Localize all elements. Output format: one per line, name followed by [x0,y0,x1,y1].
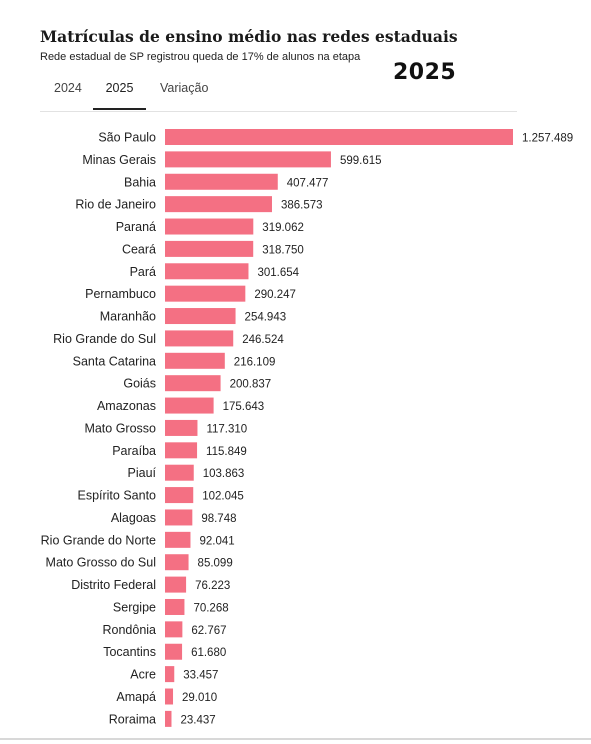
bar[interactable] [165,218,254,235]
tab-2025[interactable]: 2025 [93,78,146,110]
value-label: 29.010 [182,692,217,704]
value-label: 216.109 [234,356,276,368]
value-label: 85.099 [198,558,233,570]
value-label: 386.573 [281,200,323,212]
value-label: 102.045 [202,491,244,503]
bar[interactable] [165,688,174,705]
bar[interactable] [165,621,183,638]
category-label: São Paulo [98,131,156,145]
bar[interactable] [165,397,214,414]
chart-title: Matrículas de ensino médio nas redes est… [40,27,458,46]
bar[interactable] [165,598,185,615]
bar[interactable] [165,196,272,213]
category-label: Mato Grosso [84,421,156,435]
category-label: Distrito Federal [71,578,156,592]
value-label: 200.837 [230,379,272,391]
bar[interactable] [165,308,236,325]
category-label: Rio Grande do Norte [41,533,156,547]
category-label: Pará [130,265,156,279]
bar[interactable] [165,151,331,168]
category-label: Santa Catarina [73,354,156,368]
value-label: 103.863 [203,468,245,480]
year-badge: 2025 [393,60,457,85]
value-label: 301.654 [257,267,299,279]
category-label: Amapá [116,690,156,704]
bar[interactable] [165,710,172,727]
category-label: Tocantins [103,645,156,659]
category-label: Sergipe [113,600,156,614]
category-label: Ceará [122,242,156,256]
value-label: 33.457 [183,670,218,682]
tab-bar: 2024 2025 Variação [40,78,517,112]
tab-2024[interactable]: 2024 [54,81,82,95]
value-label: 98.748 [201,513,236,525]
value-label: 290.247 [254,289,296,301]
bar[interactable] [165,576,187,593]
category-label: Espírito Santo [77,489,156,503]
bar[interactable] [165,419,198,436]
value-label: 117.310 [206,423,247,435]
value-label: 254.943 [245,312,287,324]
value-label: 61.680 [191,647,226,659]
bar[interactable] [165,531,191,548]
category-label: Maranhão [100,310,156,324]
category-label: Goiás [123,377,156,391]
category-label: Paraná [116,220,156,234]
category-label: Acre [130,668,156,682]
bar[interactable] [165,285,246,302]
value-label: 1.257.489 [522,133,573,145]
value-label: 92.041 [199,535,234,547]
bar[interactable] [165,129,513,145]
value-label: 70.268 [193,602,228,614]
value-label: 23.437 [180,714,215,726]
bar[interactable] [165,643,183,660]
bar[interactable] [165,173,278,190]
value-label: 407.477 [287,177,329,189]
value-label: 115.849 [206,446,247,458]
value-label: 599.615 [340,155,382,167]
category-label: Bahia [124,175,156,189]
category-label: Pernambuco [85,287,156,301]
category-label: Piauí [128,466,157,480]
bar[interactable] [165,352,225,369]
value-label: 318.750 [262,244,304,256]
value-label: 175.643 [223,401,265,413]
bar[interactable] [165,554,189,571]
category-label: Alagoas [111,511,156,525]
bar[interactable] [165,666,175,683]
tab-variacao[interactable]: Variação [160,81,209,95]
bar[interactable] [165,487,194,504]
bar[interactable] [165,375,221,392]
chart-subtitle: Rede estadual de SP registrou queda de 1… [40,51,361,63]
value-label: 76.223 [195,580,230,592]
value-label: 246.524 [242,334,284,346]
value-label: 319.062 [262,222,304,234]
category-label: Paraíba [112,444,156,458]
bar[interactable] [165,263,249,280]
bar[interactable] [165,464,194,481]
value-label: 62.767 [191,625,226,637]
category-label: Rio Grande do Sul [53,332,156,346]
category-label: Roraima [109,712,156,726]
category-label: Amazonas [97,399,156,413]
bar[interactable] [165,442,198,459]
category-label: Rondônia [102,623,156,637]
category-label: Mato Grosso do Sul [46,556,156,570]
bar[interactable] [165,509,193,526]
bar[interactable] [165,330,234,347]
bottom-divider [0,738,591,740]
category-label: Minas Gerais [82,153,156,167]
category-label: Rio de Janeiro [75,198,156,212]
bar[interactable] [165,240,254,257]
